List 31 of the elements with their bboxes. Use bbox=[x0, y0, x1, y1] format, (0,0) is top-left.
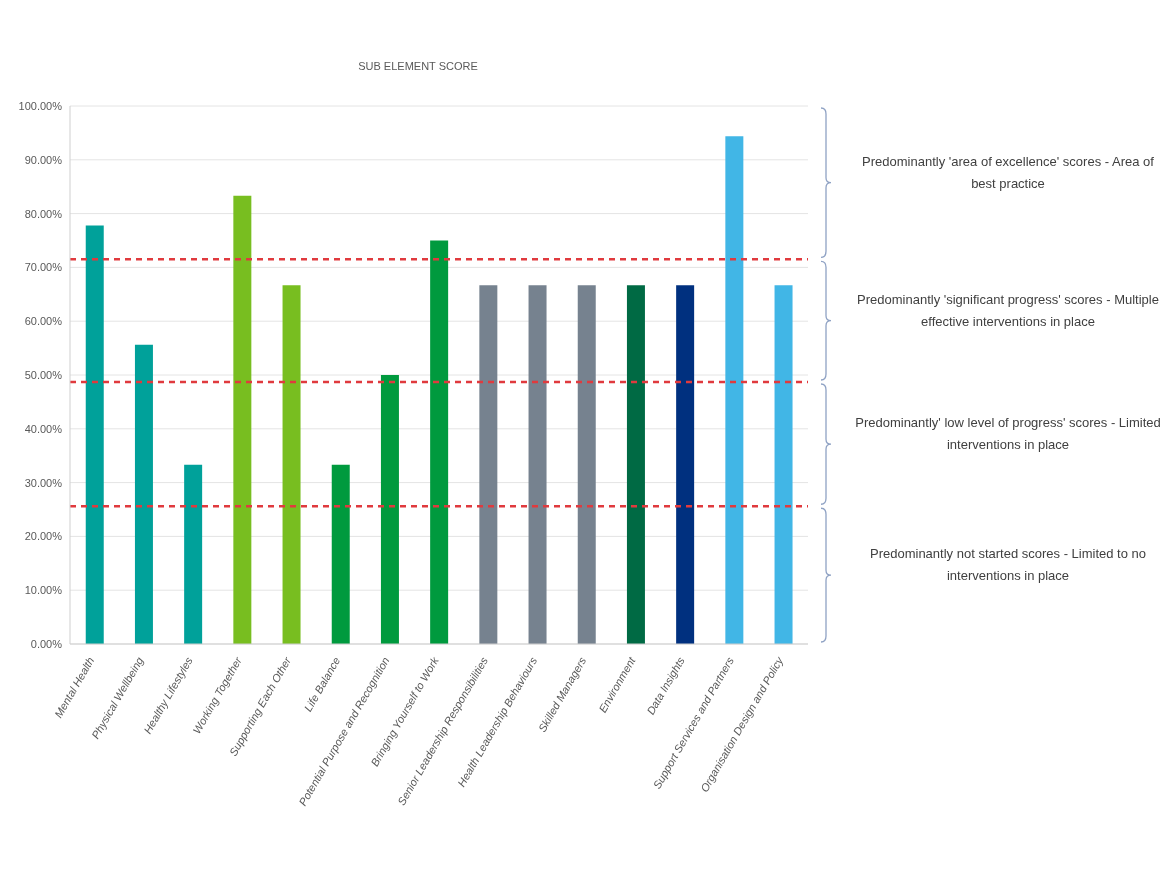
text: Predominantly' low level of progress' scores - Limited interventions in place bbox=[854, 414, 1162, 455]
y-tick-label: 50.00% bbox=[24, 368, 63, 381]
bar bbox=[725, 136, 744, 644]
bar bbox=[676, 285, 695, 644]
y-tick-label: 80.00% bbox=[24, 207, 63, 220]
bar bbox=[528, 285, 547, 644]
bar bbox=[134, 344, 153, 644]
chart-title: SUB ELEMENT SCORE bbox=[357, 60, 479, 72]
y-tick-label: 100.00% bbox=[18, 99, 63, 112]
y-tick-label: 30.00% bbox=[24, 476, 63, 489]
y-tick-label: 40.00% bbox=[24, 422, 63, 435]
bar bbox=[479, 285, 498, 644]
y-tick-label: 60.00% bbox=[24, 315, 63, 328]
text: Predominantly 'area of excellence' scores - Area of best practice bbox=[861, 152, 1155, 193]
y-tick-label: 20.00% bbox=[24, 530, 63, 543]
bar bbox=[774, 285, 793, 644]
text: Predominantly not started scores - Limited to no interventions in place bbox=[869, 545, 1147, 586]
bar bbox=[184, 464, 203, 644]
bar bbox=[85, 225, 104, 644]
y-tick-label: 70.00% bbox=[24, 261, 63, 274]
text: Predominantly 'significant progress' scores - Multiple effective interventions in place bbox=[856, 290, 1160, 331]
bar bbox=[233, 195, 252, 644]
y-tick-label: 90.00% bbox=[24, 153, 63, 166]
bar bbox=[430, 240, 449, 644]
y-tick-label: 10.00% bbox=[24, 584, 63, 597]
bar bbox=[577, 285, 596, 644]
bar bbox=[331, 464, 350, 644]
y-tick-label: 0.00% bbox=[30, 637, 63, 650]
bar bbox=[282, 285, 301, 644]
bar bbox=[380, 375, 399, 644]
bar bbox=[626, 285, 645, 644]
